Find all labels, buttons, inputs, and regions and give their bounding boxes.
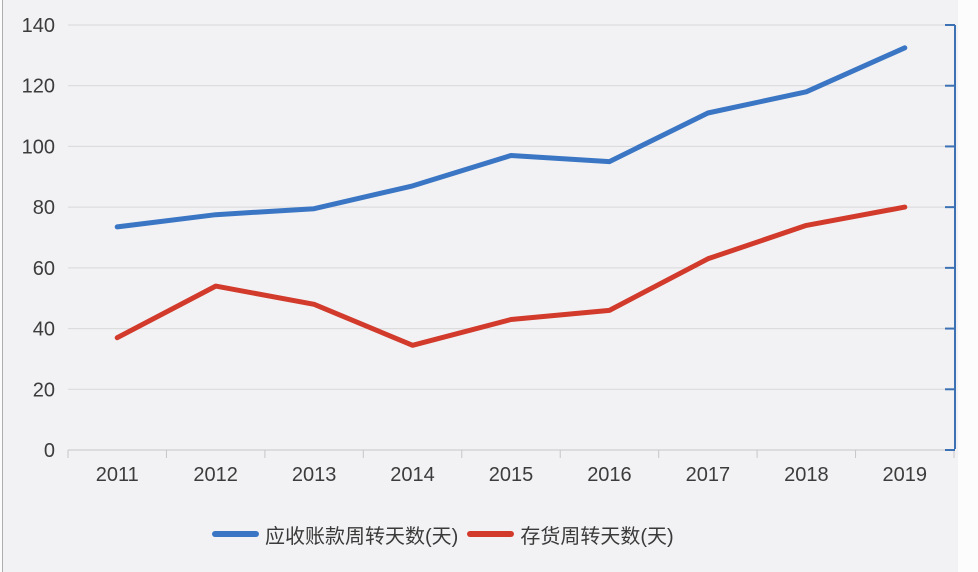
y-axis-tick-label: 100 bbox=[22, 136, 55, 158]
y-axis-tick-label: 60 bbox=[33, 258, 55, 280]
series-line bbox=[114, 204, 908, 348]
y-axis-tick-label: 0 bbox=[44, 440, 55, 462]
series-line bbox=[114, 45, 908, 230]
x-axis-tick-label: 2014 bbox=[390, 464, 435, 486]
legend-label: 应收账款周转天数(天) bbox=[265, 525, 459, 548]
legend-label: 存货周转天数(天) bbox=[520, 525, 674, 548]
chart-legend: 应收账款周转天数(天) 存货周转天数(天) bbox=[212, 520, 674, 549]
y-axis-tick-label: 80 bbox=[33, 197, 55, 219]
y-axis-tick-label: 20 bbox=[33, 379, 55, 401]
x-axis-tick-label: 2012 bbox=[193, 464, 238, 486]
x-axis-tick-label: 2019 bbox=[883, 464, 928, 486]
legend-line-swatch bbox=[212, 531, 259, 537]
x-axis-tick-label: 2013 bbox=[292, 464, 337, 486]
x-axis-tick-label: 2016 bbox=[587, 464, 632, 486]
x-axis-tick-label: 2018 bbox=[784, 464, 829, 486]
x-axis-tick-label: 2017 bbox=[686, 464, 731, 486]
x-axis-tick-label: 2015 bbox=[489, 464, 534, 486]
legend-item: 应收账款周转天数(天) bbox=[212, 520, 458, 549]
x-axis-tick-label: 2011 bbox=[96, 464, 139, 486]
legend-line-swatch bbox=[467, 531, 515, 537]
y-axis-tick-label: 140 bbox=[22, 15, 55, 37]
y-axis-tick-label: 120 bbox=[22, 76, 55, 98]
y-axis-tick-label: 40 bbox=[33, 319, 55, 341]
legend-item: 存货周转天数(天) bbox=[467, 520, 674, 549]
